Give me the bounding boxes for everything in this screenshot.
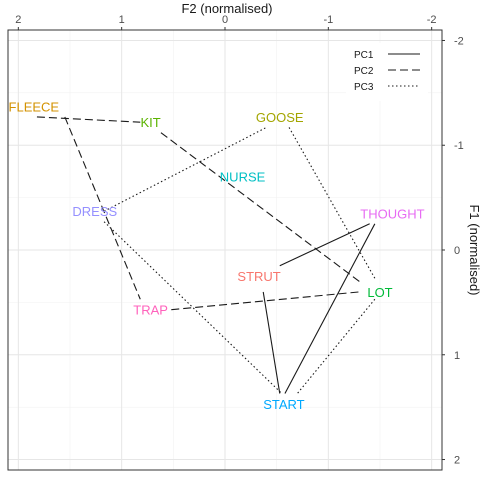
segment-pc3 [103, 126, 267, 212]
segment-pc2 [36, 116, 141, 123]
x-tick-label: 2 [15, 14, 21, 26]
segment-pc1 [284, 223, 376, 394]
segment-pc3 [296, 298, 376, 394]
ticks-layer: 2 1 0 -1 -2 -2 -1 0 1 2 [15, 14, 464, 467]
vowel-label-nurse: NURSE [220, 170, 266, 185]
segment-pc3 [103, 221, 283, 394]
y-tick-label: 2 [454, 455, 460, 467]
vowel-label-kit: KIT [140, 115, 160, 130]
y-tick-label: -1 [454, 140, 464, 152]
legend: PC1 PC2 PC3 [346, 43, 428, 101]
vowel-label-goose: GOOSE [256, 110, 304, 125]
vowel-label-thought: THOUGHT [360, 206, 424, 221]
legend-label-pc2: PC2 [354, 66, 374, 77]
points-layer: FLEECE KIT GOOSE NURSE DRESS THOUGHT STRUT LOT T… [9, 99, 425, 412]
vowel-label-fleece: FLEECE [9, 99, 60, 114]
y-axis-title: F1 (normalised) [467, 204, 480, 295]
legend-background [346, 43, 428, 101]
y-tick-label: 1 [454, 350, 460, 362]
vowel-label-dress: DRESS [72, 204, 117, 219]
x-axis-title: F2 (normalised) [181, 1, 272, 16]
segment-pc1 [279, 223, 370, 267]
x-tick-label: -1 [323, 14, 333, 26]
legend-label-pc1: PC1 [354, 50, 374, 61]
segment-pc2 [160, 132, 360, 282]
segment-pc2 [171, 291, 360, 311]
segment-pc1 [262, 291, 281, 394]
grid-layer [8, 30, 442, 470]
vowel-label-lot: LOT [367, 285, 392, 300]
vowel-label-strut: STRUT [237, 269, 280, 284]
y-tick-label: -2 [454, 35, 464, 47]
vowel-label-trap: TRAP [133, 303, 168, 318]
x-tick-label: -2 [427, 14, 437, 26]
segment-pc3 [288, 127, 376, 279]
segment-pc2 [64, 116, 141, 300]
legend-label-pc3: PC3 [354, 82, 374, 93]
y-tick-label: 0 [454, 245, 460, 257]
vowel-label-start: START [263, 397, 304, 412]
x-tick-label: 1 [119, 14, 125, 26]
segments-layer [36, 116, 376, 394]
x-tick-label: 0 [222, 14, 228, 26]
